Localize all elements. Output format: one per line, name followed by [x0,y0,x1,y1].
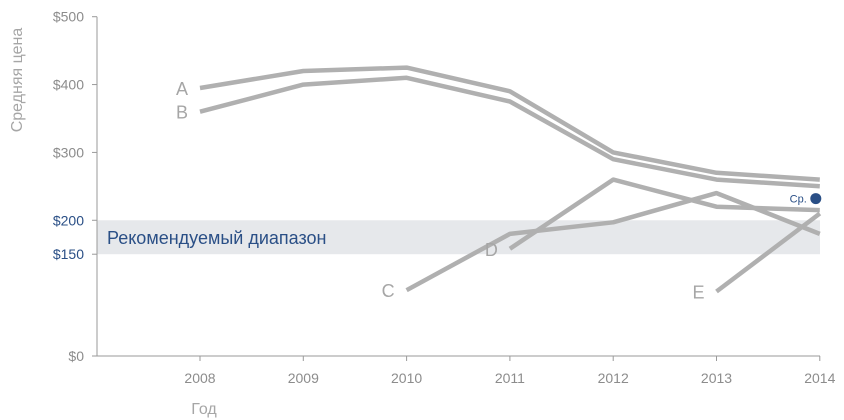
series-line-d [508,177,820,251]
recommended-range-label: Рекомендуемый диапазон [107,228,326,248]
y-tick-label: $200 [53,212,84,228]
y-tick-label: $500 [53,9,84,25]
series-layer: AB C D E [176,65,822,303]
y-tick-label: $400 [53,77,84,93]
series-line-b [199,75,820,189]
x-tick-label: 2009 [288,370,319,386]
y-tick-label: $150 [53,246,84,262]
series-label-b: B [176,103,188,123]
y-tick-label: $300 [53,144,84,160]
average-marker [810,193,822,205]
series-line-e [715,211,822,294]
series-label-e: E [692,283,704,303]
series-label-d: D [485,240,498,260]
y-tick-label: $0 [68,348,84,364]
y-axis-title: Средняя цена [9,28,26,133]
x-tick-label: 2012 [598,370,629,386]
x-axis: 2008 2009 2010 2011 2012 2013 2014 [184,356,836,386]
recommended-range-band [97,220,820,255]
x-tick-label: 2013 [701,370,732,386]
x-tick-label: 2010 [391,370,422,386]
average-label: Ср. [790,194,807,206]
series-label-c: C [382,281,395,301]
series-line-a [199,65,820,182]
x-tick-label: 2011 [495,370,525,386]
series-label-a: A [176,79,188,99]
x-tick-label: 2014 [804,370,835,386]
x-tick-label: 2008 [184,370,215,386]
x-axis-title: Год [191,401,217,418]
y-axis: $0 $150 $200 $300 $400 $500 [53,9,97,364]
